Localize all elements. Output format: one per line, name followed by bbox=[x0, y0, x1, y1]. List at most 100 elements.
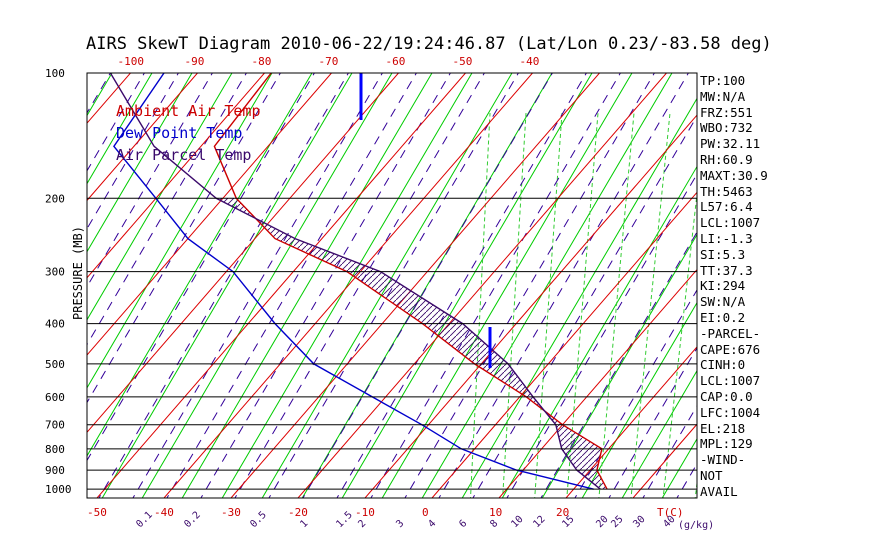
bottom-temp-tick-label: 20 bbox=[556, 506, 569, 519]
index-item: -PARCEL- bbox=[700, 325, 761, 341]
mixing-ratio-line bbox=[438, 73, 689, 498]
series-line-0 bbox=[213, 73, 608, 490]
mixing-ratio-line bbox=[268, 73, 519, 498]
isotherm bbox=[87, 73, 332, 356]
mixing-ratio-line bbox=[200, 73, 451, 498]
isotherm bbox=[87, 73, 198, 202]
index-item: MAXT:30.9 bbox=[700, 167, 768, 183]
mixing-ratio-label: 0.2 bbox=[182, 510, 203, 531]
isotherm bbox=[297, 73, 667, 498]
index-item: MPL:129 bbox=[700, 436, 753, 452]
top-temp-tick-label: -80 bbox=[252, 55, 272, 68]
mixing-ratio-line bbox=[98, 73, 349, 498]
dry-adiabat bbox=[341, 73, 593, 498]
mixing-ratio-label: 8 bbox=[488, 518, 500, 530]
dry-adiabat bbox=[0, 0, 27, 558]
isotherm bbox=[87, 73, 265, 279]
mixing-ratio-label: 6 bbox=[457, 518, 469, 530]
mixing-ratio-line bbox=[166, 73, 417, 498]
moist-adiabat bbox=[534, 112, 563, 498]
mixing-ratio-label: 2 bbox=[356, 518, 368, 530]
index-item: SW:N/A bbox=[700, 294, 746, 310]
isotherm bbox=[87, 73, 131, 124]
dry-adiabat bbox=[381, 73, 633, 498]
bottom-temp-tick-label: -40 bbox=[154, 506, 174, 519]
index-item: CAPE:676 bbox=[700, 341, 761, 357]
index-item: EI:0.2 bbox=[700, 310, 746, 325]
top-temp-tick-label: -100 bbox=[118, 55, 145, 68]
chart-title: AIRS SkewT Diagram 2010-06-22/19:24:46.8… bbox=[86, 34, 772, 54]
index-item: LI:-1.3 bbox=[700, 231, 753, 246]
legend-entry: Dew Point Temp bbox=[116, 124, 242, 142]
index-item: TH:5463 bbox=[700, 183, 753, 199]
top-temp-tick-label: -70 bbox=[319, 55, 339, 68]
pressure-tick-label: 500 bbox=[45, 358, 65, 371]
isotherm bbox=[230, 73, 600, 498]
isotherm bbox=[632, 423, 697, 498]
isotherm bbox=[0, 73, 64, 498]
dry-adiabat bbox=[747, 0, 870, 558]
mixing-ratio-line bbox=[302, 73, 553, 498]
isotherm bbox=[96, 73, 466, 498]
dry-adiabat bbox=[181, 73, 433, 498]
mixing-ratio-label: 12 bbox=[531, 514, 547, 530]
index-item: -WIND- bbox=[700, 452, 746, 468]
mixing-ratio-label: 1 bbox=[298, 518, 310, 530]
dry-adiabat bbox=[87, 73, 273, 389]
isotherm bbox=[431, 191, 697, 498]
index-item: TP:100 bbox=[700, 73, 746, 88]
mixing-ratio-label: 0.1 bbox=[134, 510, 155, 531]
moist-adiabat bbox=[854, 113, 870, 508]
mixing-ratio-line bbox=[370, 73, 621, 498]
plot-frame bbox=[86, 72, 698, 499]
bottom-temp-tick-label: -20 bbox=[288, 506, 308, 519]
mixing-ratio-label: 25 bbox=[609, 514, 625, 530]
moist-adiabat bbox=[662, 189, 697, 498]
isotherm bbox=[767, 73, 870, 498]
index-item: MW:N/A bbox=[700, 88, 746, 104]
mixing-ratio-line bbox=[608, 346, 697, 498]
y-axis-label: PRESSURE (MB) bbox=[71, 226, 85, 320]
pressure-tick-label: 400 bbox=[45, 318, 65, 331]
dry-adiabat bbox=[141, 73, 393, 498]
index-item: AVAIL bbox=[700, 483, 738, 499]
mixing-ratio-line bbox=[472, 115, 697, 498]
pressure-tick-label: 700 bbox=[45, 419, 65, 432]
pressure-tick-label: 1000 bbox=[45, 483, 72, 496]
series-line-2 bbox=[109, 73, 601, 490]
index-item: KI:294 bbox=[700, 278, 746, 294]
parcel-buoyancy-hatch bbox=[216, 198, 608, 490]
mixing-ratio-label: 30 bbox=[631, 514, 647, 530]
index-item: SI:5.3 bbox=[700, 246, 746, 262]
dry-adiabat bbox=[661, 437, 697, 498]
legend-entry: Air Parcel Temp bbox=[116, 146, 251, 164]
bottom-temp-tick-label: -50 bbox=[87, 506, 107, 519]
dry-adiabat bbox=[87, 73, 193, 253]
mixing-ratio-line bbox=[234, 73, 485, 498]
mixing-ratio-label: 20 bbox=[594, 514, 610, 530]
mixing-ratio-label: 10 bbox=[509, 514, 525, 530]
mixing-ratio-label: 4 bbox=[426, 518, 438, 530]
index-item: LCL:1007 bbox=[700, 215, 761, 231]
moist-adiabat bbox=[630, 112, 671, 498]
index-item: CINH:0 bbox=[700, 357, 746, 373]
top-temp-tick-label: -40 bbox=[520, 55, 540, 68]
mixing-ratio-line bbox=[574, 289, 697, 498]
isotherm bbox=[163, 73, 533, 498]
x-axis-label: T(C) bbox=[657, 506, 684, 519]
isotherm bbox=[565, 346, 697, 498]
dry-adiabat bbox=[621, 369, 697, 498]
dry-adiabat bbox=[541, 233, 697, 498]
index-item: EL:218 bbox=[700, 420, 746, 436]
index-item: WBO:732 bbox=[700, 120, 753, 136]
mixing-ratio-line bbox=[132, 73, 383, 498]
isotherm bbox=[834, 73, 870, 498]
mixing-ratio-line bbox=[404, 73, 655, 498]
dry-adiabat bbox=[581, 301, 697, 498]
index-item: PW:32.11 bbox=[700, 136, 761, 152]
bottom-temp-tick-label: -30 bbox=[221, 506, 241, 519]
mixing-ratio-line bbox=[336, 73, 587, 498]
pressure-tick-label: 600 bbox=[45, 391, 65, 404]
mixing-ratio-label: 3 bbox=[394, 518, 406, 530]
